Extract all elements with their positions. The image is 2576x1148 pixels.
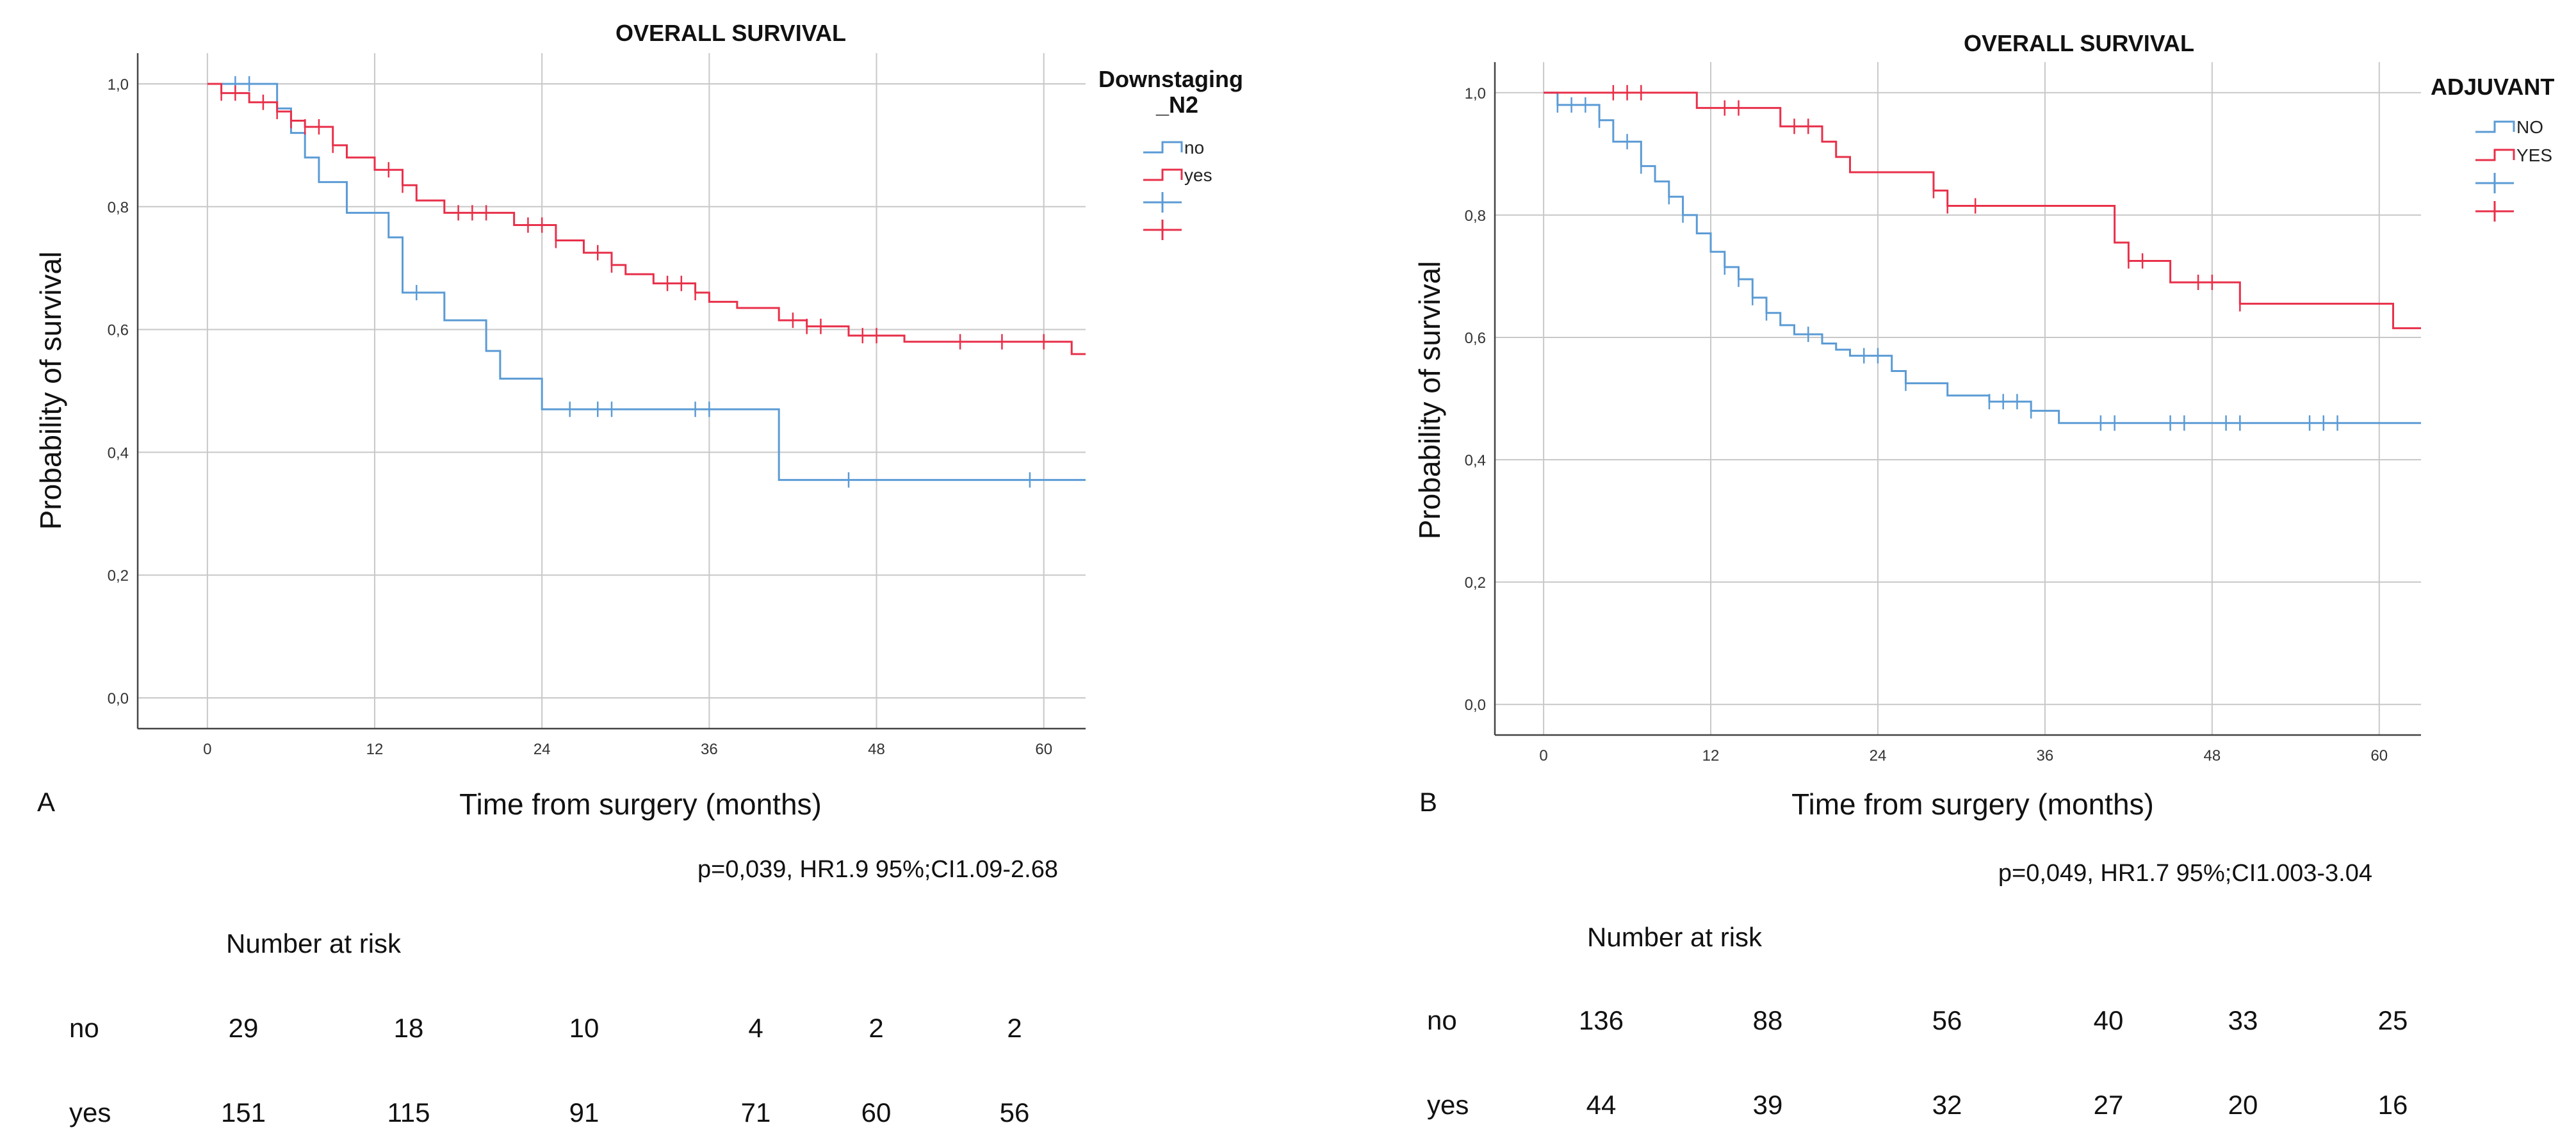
x-tick-label-b-4: 48 [2203,747,2221,764]
risk-value-a-yes-1: 115 [387,1097,430,1128]
chart-title-a: OVERALL SURVIVAL [615,20,846,46]
risk-table-a: Number at risk no 29 18 10 4 2 2 yes 151 115 91 71 60… [69,928,1029,1128]
y-axis-label-b: Probability of survival [1413,261,1446,540]
risk-row-label-b-no: no [1427,1005,1457,1035]
legend-label-a-yes: yes [1184,165,1212,185]
chart-title-b: OVERALL SURVIVAL [1964,30,2194,56]
risk-header-b: Number at risk [1587,922,1763,952]
risk-value-b-no-3: 40 [2094,1005,2124,1035]
x-tick-label-b-2: 24 [1870,747,1887,764]
risk-value-a-yes-4: 60 [861,1097,892,1128]
y-tick-label-b-2: 0,4 [1465,452,1486,469]
series-line-a-no [207,83,1086,481]
risk-value-b-no-0: 136 [1579,1005,1624,1035]
risk-value-b-no-4: 33 [2228,1005,2258,1035]
y-tick-label-b-5: 1,0 [1465,85,1486,102]
risk-value-b-yes-0: 44 [1586,1090,1617,1120]
plot-area-a: 0 12 24 36 48 60 0,0 0,2 0,4 0,6 0,8 1,0 [108,53,1086,758]
risk-table-b: Number at risk no 136 88 56 40 33 25 yes 44 39 32 27… [1427,922,2408,1120]
risk-value-b-no-5: 25 [2378,1005,2408,1035]
x-tick-label-b-5: 60 [2370,747,2388,764]
legend-b: ADJUVANT NO YES [2431,74,2554,222]
panel-b: OVERALL SURVIVAL 0 12 24 36 48 60 0,0 0,2 0,4 0,6… [1413,30,2554,1120]
risk-value-a-yes-2: 91 [569,1097,599,1128]
x-tick-label-a-2: 24 [534,741,551,758]
x-axis-label-b: Time from surgery (months) [1791,788,2154,821]
risk-value-b-no-1: 88 [1753,1005,1783,1035]
y-axis-label-a: Probability of survival [34,252,67,530]
risk-value-a-no-4: 2 [868,1013,883,1043]
legend-censor-b-NO [2475,173,2514,193]
panel-a: OVERALL SURVIVAL 0 12 24 36 48 600,00,20,40,6… [34,20,1243,1128]
risk-row-label-b-yes: yes [1427,1090,1469,1120]
stat-text-a: p=0,039, HR1.9 95%;CI1.09-2.68 [697,856,1058,883]
stat-text-b: p=0,049, HR1.7 95%;CI1.003-3.04 [1998,860,2372,887]
legend-swatch-b-YES [2475,149,2515,161]
y-tick-label-b-3: 0,6 [1465,330,1486,347]
plot-area-b: 0 12 24 36 48 60 0,0 0,2 0,4 0,6 0,8 1,0 [1465,62,2421,764]
series-line-b-NO [1544,92,2421,424]
panel-label-b: B [1419,787,1437,817]
risk-value-b-no-2: 56 [1932,1005,1962,1035]
legend-censor-b-YES [2475,201,2514,222]
y-tick-label-a-1: 0,2 [108,567,129,585]
risk-value-a-no-2: 10 [569,1013,599,1043]
x-axis-label-a: Time from surgery (months) [459,788,822,821]
series-line-b-YES [1544,92,2421,330]
legend-swatch-a-no [1143,141,1183,154]
risk-value-b-yes-1: 39 [1753,1090,1783,1120]
y-tick-label-a-5: 1,0 [108,76,129,93]
panel-label-a: A [37,787,55,817]
x-tick-label-a-0: 0 [203,741,211,758]
risk-value-a-yes-0: 151 [221,1097,266,1128]
x-tick-label-a-1: 12 [366,741,384,758]
risk-value-b-yes-3: 27 [2094,1090,2124,1120]
legend-swatch-b-NO [2475,120,2515,133]
risk-value-a-no-5: 2 [1007,1013,1022,1043]
y-tick-label-b-1: 0,2 [1465,574,1486,592]
legend-censor-a-yes [1143,220,1182,240]
y-tick-label-a-3: 0,6 [108,322,129,339]
risk-value-a-no-3: 4 [748,1013,763,1043]
legend-title-b-0: ADJUVANT [2431,74,2554,100]
legend-label-b-YES: YES [2516,145,2552,165]
x-tick-label-a-4: 48 [868,741,885,758]
y-tick-label-a-2: 0,4 [108,444,129,462]
x-tick-label-b-3: 36 [2037,747,2054,764]
risk-value-b-yes-4: 20 [2228,1090,2258,1120]
legend-title-a-1: _N2 [1155,92,1198,118]
risk-value-b-yes-2: 32 [1932,1090,1962,1120]
risk-value-a-no-0: 29 [229,1013,259,1043]
risk-header-a: Number at risk [226,928,402,958]
risk-value-b-yes-5: 16 [2378,1090,2408,1120]
legend-label-b-NO: NO [2516,117,2543,137]
legend-label-a-no: no [1184,138,1204,158]
legend-title-a-0: Downstaging [1098,66,1243,92]
series-line-a-yes [207,83,1086,355]
risk-value-a-no-1: 18 [394,1013,424,1043]
x-tick-label-a-5: 60 [1035,741,1052,758]
x-tick-label-b-1: 12 [1702,747,1720,764]
risk-row-label-a-no: no [69,1013,99,1043]
y-tick-label-b-4: 0,8 [1465,207,1486,225]
x-tick-label-a-3: 36 [701,741,718,758]
legend-swatch-a-yes [1143,168,1183,181]
risk-value-a-yes-5: 56 [1000,1097,1030,1128]
legend-censor-a-no [1143,192,1182,213]
risk-row-label-a-yes: yes [69,1097,111,1128]
x-tick-label-b-0: 0 [1539,747,1547,764]
y-tick-label-a-0: 0,0 [108,690,129,707]
y-tick-label-b-0: 0,0 [1465,697,1486,714]
y-tick-label-a-4: 0,8 [108,199,129,216]
risk-value-a-yes-3: 71 [741,1097,771,1128]
